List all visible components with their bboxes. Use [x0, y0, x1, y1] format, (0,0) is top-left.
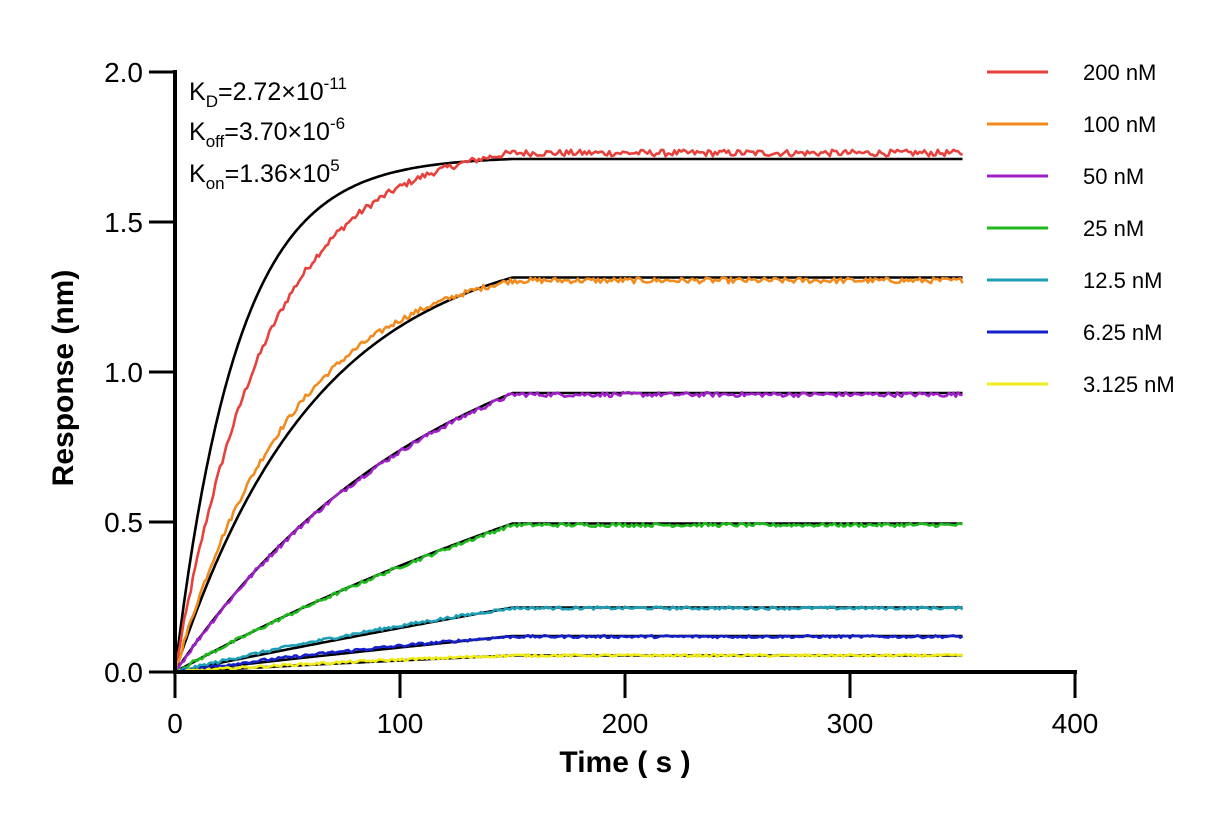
y-tick-label: 1.0 — [104, 357, 143, 388]
y-tick-label: 0.0 — [104, 657, 143, 688]
x-tick-label: 100 — [377, 708, 424, 739]
kon-annotation: Kon=1.36×105 — [189, 156, 340, 193]
series-line-6 — [174, 652, 964, 674]
series-line-1 — [173, 276, 964, 673]
x-tick-label: 400 — [1052, 708, 1099, 739]
legend-label-0: 200 nM — [1083, 60, 1156, 85]
x-axis-ticks: 0 100 200 300 400 — [167, 672, 1098, 739]
x-tick-label: 300 — [827, 708, 874, 739]
koff-annotation: Koff=3.70×10-6 — [189, 114, 345, 151]
legend-label-3: 25 nM — [1083, 216, 1144, 241]
legend-label-6: 3.125 nM — [1083, 372, 1175, 397]
legend-label-2: 50 nM — [1083, 164, 1144, 189]
y-axis-title: Response (nm) — [47, 270, 80, 487]
series-line-2 — [174, 390, 963, 674]
fit-curve-3 — [174, 522, 963, 674]
series-line-4 — [174, 605, 964, 674]
legend-label-1: 100 nM — [1083, 112, 1156, 137]
series-line-5 — [175, 634, 964, 674]
kd-annotation: KD=2.72×10-11 — [189, 74, 347, 111]
x-tick-label: 0 — [167, 708, 183, 739]
x-axis-title: Time ( s ) — [559, 746, 690, 779]
y-tick-label: 1.5 — [104, 207, 143, 238]
fit-curve-0 — [173, 157, 963, 673]
fit-curve-4 — [174, 606, 963, 674]
y-tick-label: 0.5 — [104, 507, 143, 538]
fit-curve-1 — [173, 276, 963, 673]
x-tick-label: 200 — [602, 708, 649, 739]
y-axis-ticks: 0.0 0.5 1.0 1.5 2.0 — [104, 57, 175, 688]
series-line-0 — [173, 148, 964, 673]
data-curves — [173, 148, 964, 674]
legend: 200 nM 100 nM 50 nM 25 nM 12.5 nM 6.25 nM 3.12… — [987, 60, 1175, 397]
series-line-3 — [174, 521, 963, 674]
legend-label-4: 12.5 nM — [1083, 268, 1163, 293]
legend-label-5: 6.25 nM — [1083, 320, 1163, 345]
y-tick-label: 2.0 — [104, 57, 143, 88]
